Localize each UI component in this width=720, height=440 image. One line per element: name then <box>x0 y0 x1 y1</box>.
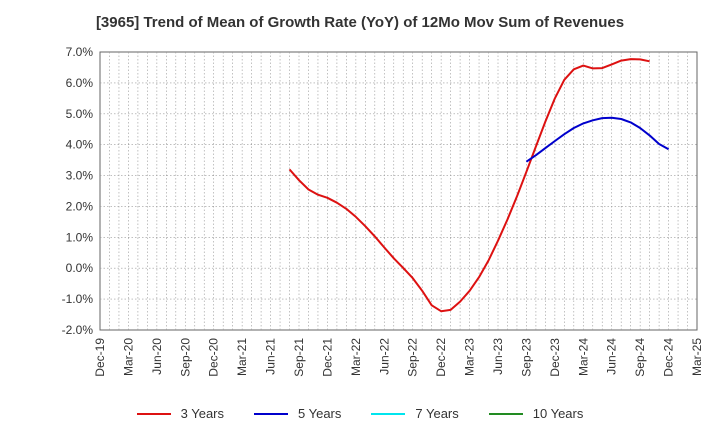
x-tick-label: Sep-24 <box>633 338 647 377</box>
legend-swatch-5-years <box>254 412 288 415</box>
x-tick-label: Sep-22 <box>406 338 420 377</box>
series-lines <box>288 58 670 313</box>
x-tick-label: Mar-24 <box>576 338 590 376</box>
y-tick-label: 2.0% <box>66 199 94 213</box>
x-tick-label: Dec-24 <box>662 338 676 377</box>
y-axis-labels: 7.0% 6.0% 5.0% 4.0% 3.0% 2.0% 1.0% 0.0% -1.0% -2.… <box>62 45 94 337</box>
y-tick-label: 4.0% <box>66 138 94 152</box>
x-tick-label: Mar-22 <box>349 338 363 376</box>
x-tick-label: Sep-20 <box>178 338 192 377</box>
x-tick-label: Dec-19 <box>93 338 107 377</box>
y-tick-label: -1.0% <box>62 292 94 306</box>
x-tick-label: Dec-20 <box>207 338 221 377</box>
y-tick-label: 0.0% <box>66 261 94 275</box>
x-tick-label: Mar-21 <box>235 338 249 376</box>
x-tick-label: Jun-22 <box>377 338 391 375</box>
x-tick-label: Mar-20 <box>121 338 135 376</box>
plot-area <box>99 51 698 331</box>
y-tick-label: 5.0% <box>66 107 94 121</box>
y-tick-label: 3.0% <box>66 169 94 183</box>
legend-label-7-years: 7 Years <box>415 406 459 421</box>
y-tick-label: 6.0% <box>66 76 94 90</box>
series-line-5-years <box>525 116 670 163</box>
y-tick-label: -2.0% <box>62 323 94 337</box>
x-tick-label: Mar-25 <box>690 338 704 376</box>
legend-label-10-years: 10 Years <box>532 406 584 421</box>
x-tick-label: Jun-23 <box>491 338 505 375</box>
legend-item-7-years: 7 Years <box>371 406 459 421</box>
legend-label-5-years: 5 Years <box>298 406 342 421</box>
legend-swatch-10-years <box>488 412 523 415</box>
legend-swatch-7-years <box>371 412 406 415</box>
legend-item-5-years: 5 Years <box>254 406 341 421</box>
x-tick-label: Jun-21 <box>264 338 278 375</box>
y-gridlines <box>100 82 697 300</box>
series-line-3-years <box>288 58 650 313</box>
x-tick-label: Dec-23 <box>548 338 562 377</box>
x-tick-label: Sep-23 <box>519 338 533 377</box>
chart-title: [3965] Trend of Mean of Growth Rate (YoY… <box>95 14 625 31</box>
x-tick-label: Jun-20 <box>150 338 164 375</box>
legend-item-3-years: 3 Years <box>136 406 224 421</box>
x-tick-label: Dec-21 <box>320 338 334 377</box>
legend: 3 Years 5 Years 7 Years 10 Years <box>0 406 720 421</box>
legend-item-10-years: 10 Years <box>488 406 584 421</box>
legend-label-3-years: 3 Years <box>180 406 224 421</box>
y-tick-label: 1.0% <box>66 230 94 244</box>
y-tick-label: 7.0% <box>66 45 94 59</box>
x-tick-label: Jun-24 <box>605 338 619 375</box>
x-axis-labels: Dec-19 Mar-20 Jun-20 Sep-20 Dec-20 Mar-21 Jun-… <box>93 338 704 377</box>
x-tick-label: Mar-23 <box>463 338 477 376</box>
x-tick-label: Sep-21 <box>292 338 306 377</box>
legend-swatch-3-years <box>136 412 171 415</box>
x-tick-label: Dec-22 <box>434 338 448 377</box>
x-gridlines <box>109 52 688 330</box>
